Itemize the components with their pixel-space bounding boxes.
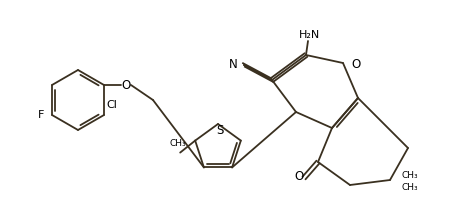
Text: CH₃: CH₃ (402, 183, 418, 192)
Text: F: F (37, 110, 44, 120)
Text: CH₃: CH₃ (170, 139, 186, 148)
Text: O: O (351, 58, 360, 70)
Text: O: O (294, 171, 304, 183)
Text: Cl: Cl (106, 100, 117, 110)
Text: H₂N: H₂N (300, 30, 321, 40)
Text: S: S (216, 125, 224, 138)
Text: CH₃: CH₃ (402, 171, 418, 180)
Text: O: O (121, 79, 131, 92)
Text: N: N (229, 58, 238, 70)
